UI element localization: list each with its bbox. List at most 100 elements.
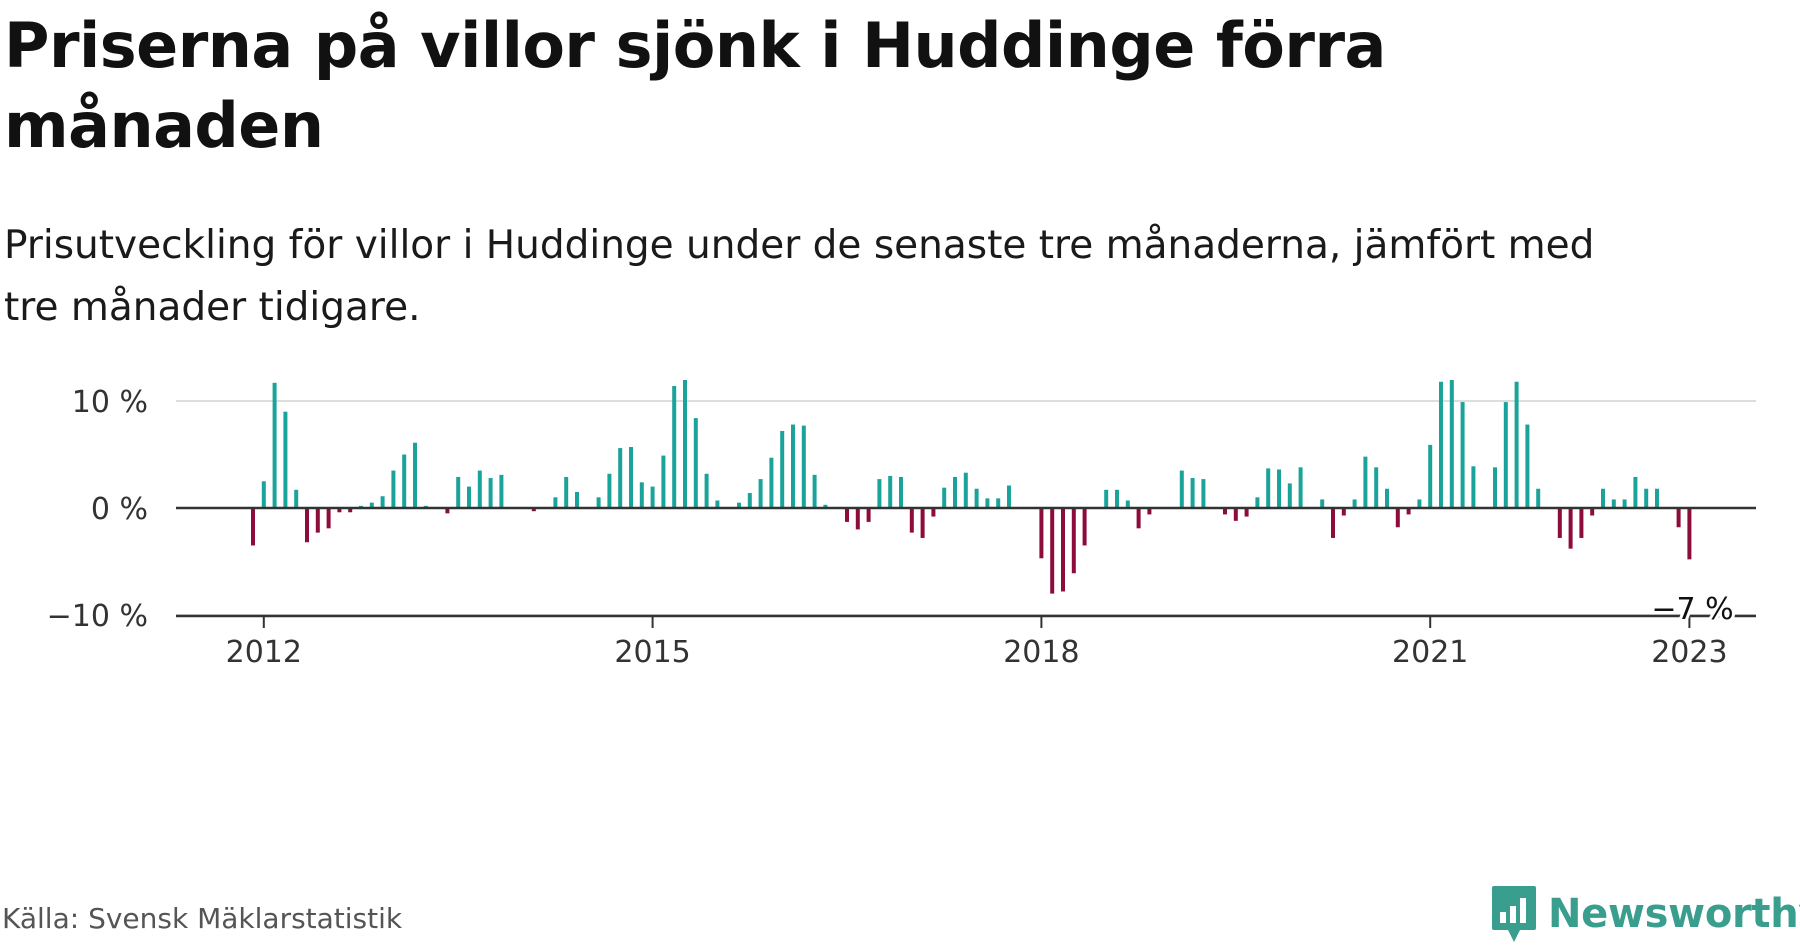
- bar: [1460, 402, 1465, 508]
- bar: [488, 478, 493, 508]
- brand-logo: Newsworthy: [1490, 884, 1800, 944]
- bar: [769, 457, 774, 508]
- bar-chart: 10 % 0 % −10 % 2012 2015 2018 2021 2023 −7 %: [47, 380, 1756, 670]
- bar: [1277, 469, 1281, 508]
- bar: [337, 508, 342, 513]
- bar: [1601, 488, 1605, 508]
- bar: [380, 496, 385, 508]
- bar: [758, 479, 763, 508]
- bar: [866, 508, 871, 522]
- bar: [953, 476, 957, 508]
- bar: [607, 473, 612, 508]
- bar: [683, 380, 687, 508]
- bar: [737, 502, 741, 508]
- bar: [629, 447, 633, 508]
- y-tick-label: 10 %: [72, 385, 148, 420]
- bars: [251, 380, 1692, 594]
- bar: [812, 474, 817, 508]
- bar: [1644, 488, 1649, 508]
- bar: [963, 472, 968, 508]
- bar: [650, 486, 655, 508]
- bar: [1125, 500, 1130, 508]
- bar: [1471, 466, 1476, 508]
- bar: [596, 497, 601, 508]
- bar: [899, 476, 903, 508]
- bar: [1352, 499, 1357, 508]
- bar: [499, 474, 504, 508]
- bar: [985, 498, 990, 508]
- labels: 10 % 0 % −10 % 2012 2015 2018 2021 2023 −7 %: [47, 385, 1737, 670]
- bar: [467, 486, 471, 508]
- bar: [1050, 508, 1055, 594]
- bar: [1385, 488, 1389, 508]
- x-tick-label: 2021: [1392, 635, 1468, 670]
- bar: [996, 498, 1001, 508]
- brand-name: Newsworthy: [1548, 891, 1800, 937]
- bar: [823, 504, 828, 508]
- bar: [1082, 508, 1087, 546]
- bar: [715, 500, 720, 508]
- bar: [618, 448, 623, 508]
- bar: [1428, 444, 1433, 508]
- bar: [1449, 380, 1454, 508]
- newsworthy-logo-icon: [1492, 886, 1536, 942]
- bar: [564, 476, 569, 508]
- source-note: Källa: Svensk Mäklarstatistik: [2, 902, 403, 935]
- bar: [1525, 424, 1530, 508]
- bar: [1244, 508, 1249, 517]
- bar: [305, 508, 309, 543]
- bar: [1179, 470, 1184, 508]
- y-tick-label: 0 %: [91, 492, 148, 527]
- bar: [1331, 508, 1335, 538]
- bar: [348, 508, 353, 513]
- bar: [845, 508, 849, 522]
- bar: [1061, 508, 1065, 592]
- bar: [704, 473, 709, 508]
- bar: [747, 493, 752, 508]
- bar: [1406, 508, 1411, 515]
- bar: [1298, 467, 1303, 508]
- bar: [1190, 478, 1195, 508]
- bar: [931, 508, 936, 517]
- bar: [920, 508, 925, 538]
- bar: [1255, 497, 1260, 508]
- bar: [1363, 456, 1368, 508]
- x-tick-label: 2012: [226, 635, 302, 670]
- bar: [251, 508, 255, 546]
- bar: [693, 418, 698, 508]
- bar: [791, 424, 795, 508]
- x-tick-label: 2015: [614, 635, 690, 670]
- bar: [1341, 508, 1346, 516]
- bar: [294, 489, 299, 508]
- bar: [1622, 499, 1627, 508]
- bar: [1503, 402, 1508, 508]
- bar: [1115, 489, 1119, 508]
- bar: [1557, 508, 1562, 538]
- bar: [1233, 508, 1238, 521]
- bar: [391, 470, 396, 508]
- bar: [661, 455, 666, 508]
- bar: [974, 488, 979, 508]
- bar: [1266, 468, 1271, 508]
- bar: [672, 386, 677, 508]
- bar: [801, 425, 806, 508]
- x-tick-label: 2018: [1003, 635, 1079, 670]
- bar: [531, 508, 536, 512]
- bar: [1039, 508, 1044, 559]
- bar: [1147, 508, 1152, 515]
- bar: [1439, 381, 1443, 508]
- bar: [639, 482, 644, 508]
- bar: [1514, 381, 1519, 508]
- bar: [1676, 508, 1681, 528]
- bar: [1611, 499, 1616, 508]
- bar: [1493, 467, 1497, 508]
- bar: [1633, 476, 1638, 508]
- bar: [369, 502, 374, 508]
- bar: [1655, 488, 1659, 508]
- bar: [261, 481, 266, 508]
- x-tick-label: 2023: [1651, 635, 1727, 670]
- bar: [1417, 499, 1422, 508]
- bar: [1287, 483, 1292, 508]
- bar: [1320, 499, 1325, 508]
- axes: [176, 506, 1756, 628]
